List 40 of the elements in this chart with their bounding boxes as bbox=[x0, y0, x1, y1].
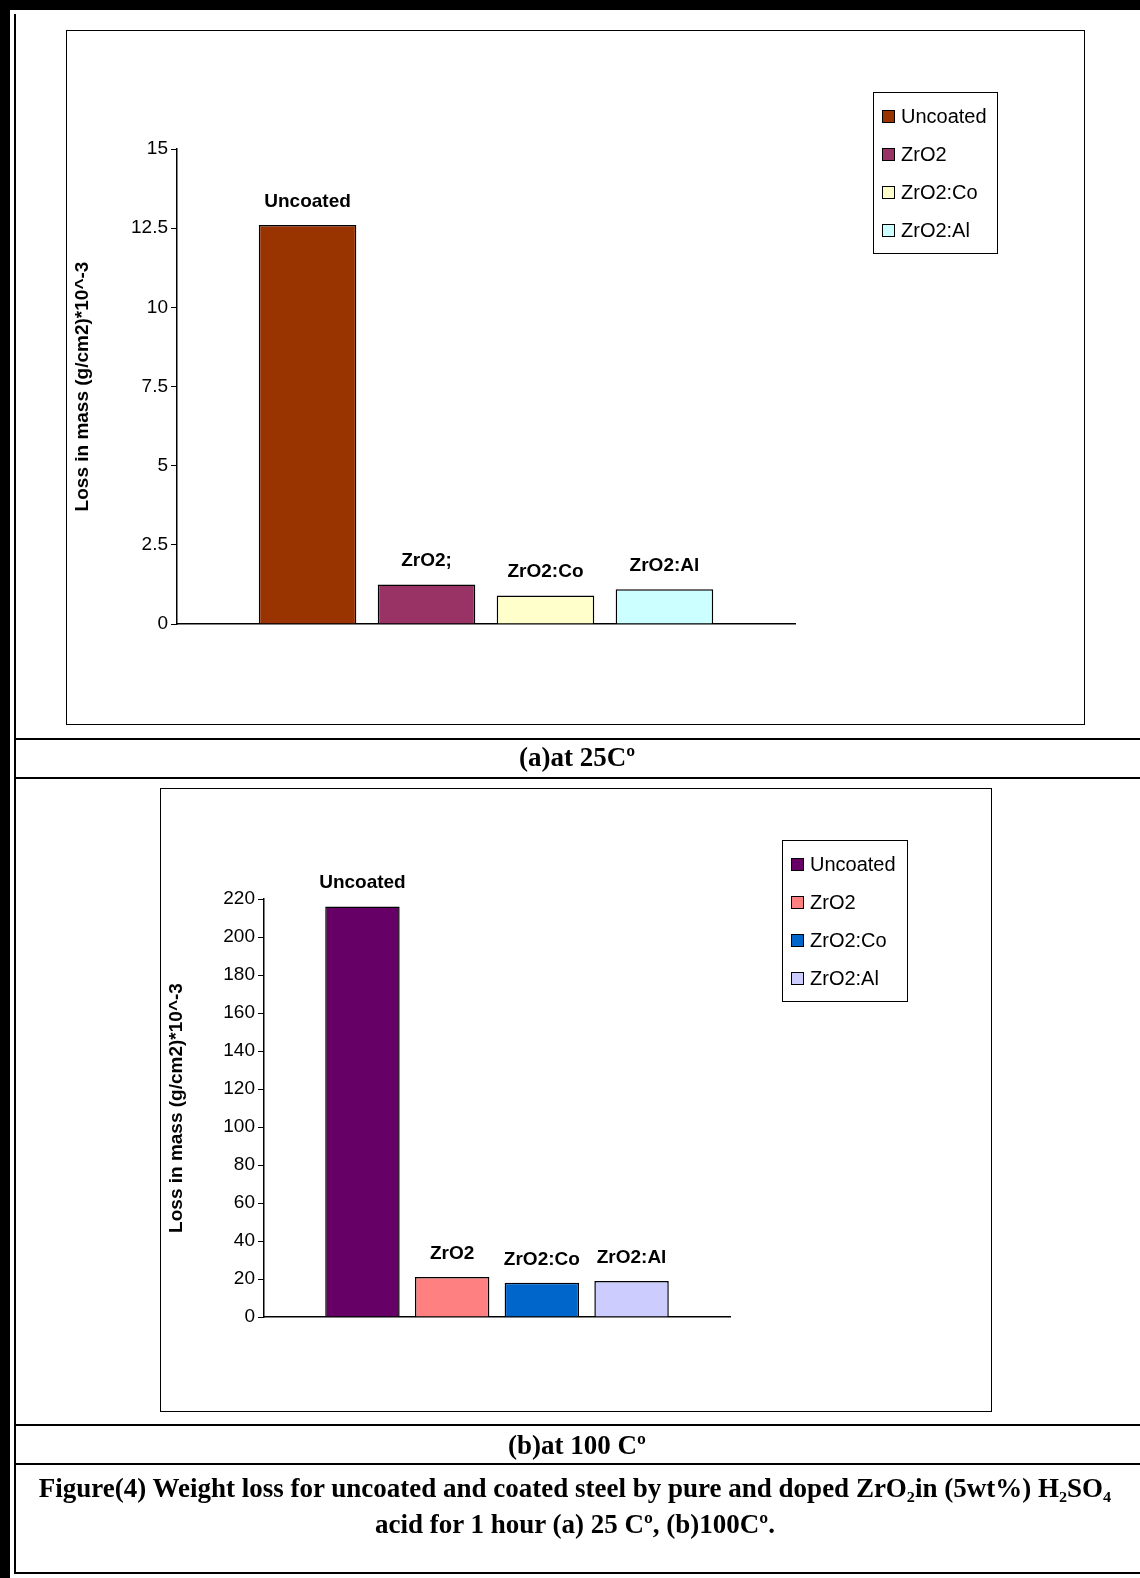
y-tick-label: 160 bbox=[223, 1001, 255, 1023]
y-tick-label: 80 bbox=[233, 1153, 255, 1175]
y-tick-label: 20 bbox=[233, 1267, 255, 1289]
y-tick-label: 140 bbox=[223, 1039, 255, 1061]
legend-label: Uncoated bbox=[810, 852, 896, 876]
legend-label: Uncoated bbox=[901, 104, 987, 128]
y-tick-label: 5 bbox=[157, 453, 168, 475]
data-label: ZrO2:Co bbox=[507, 560, 584, 582]
y-tick-label: 7.5 bbox=[141, 374, 168, 396]
text: Figure(4) Weight loss for uncoated and coated steel by pure and doped ZrO₂in (5wt%) H₂SO₄ acid for 1 hour (a) 25 Cº, (b)100Cº. bbox=[37, 1472, 1113, 1541]
legend-label: ZrO2:Co bbox=[901, 180, 978, 204]
y-tick-label: 100 bbox=[223, 1115, 255, 1137]
legend-label: ZrO2:Al bbox=[810, 966, 879, 990]
legend-label: ZrO2:Co bbox=[810, 928, 887, 952]
y-tick-label: 0 bbox=[244, 1305, 255, 1327]
y-tick-label: 220 bbox=[223, 887, 255, 909]
text: (b)at 100 Cº bbox=[507, 1430, 647, 1461]
text: (a)at 25Cº bbox=[517, 742, 637, 773]
y-tick-label: 40 bbox=[233, 1229, 255, 1251]
y-tick-label: 180 bbox=[223, 963, 255, 985]
data-label: ZrO2 bbox=[429, 1241, 475, 1263]
legend-label: ZrO2:Al bbox=[901, 218, 970, 242]
y-tick-label: 120 bbox=[223, 1077, 255, 1099]
y-tick-label: 200 bbox=[223, 925, 255, 947]
y-axis-title: Loss in mass (g/cm2)*10^-3 bbox=[70, 261, 92, 512]
data-label: ZrO2:Al bbox=[596, 1245, 667, 1267]
data-label: Uncoated bbox=[319, 871, 406, 893]
y-tick-label: 12.5 bbox=[131, 216, 168, 238]
data-label: ZrO2:Al bbox=[629, 553, 700, 575]
y-tick-label: 60 bbox=[233, 1191, 255, 1213]
data-label: ZrO2; bbox=[401, 549, 452, 571]
y-axis-title: Loss in mass (g/cm2)*10^-3 bbox=[164, 983, 186, 1233]
legend-label: ZrO2 bbox=[810, 890, 856, 914]
y-tick-label: 15 bbox=[146, 137, 168, 159]
legend-label: ZrO2 bbox=[901, 142, 947, 166]
data-label: ZrO2:Co bbox=[503, 1247, 580, 1269]
y-tick-label: 0 bbox=[157, 612, 168, 634]
data-label: Uncoated bbox=[264, 189, 351, 211]
y-tick-label: 10 bbox=[146, 295, 168, 317]
y-tick-label: 2.5 bbox=[141, 533, 168, 555]
